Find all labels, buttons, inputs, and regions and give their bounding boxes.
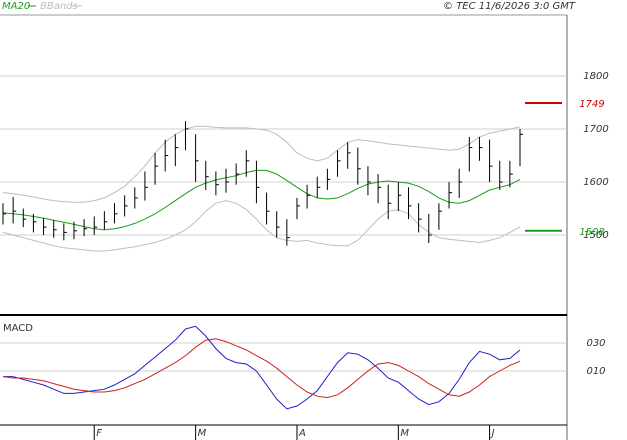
y-tick-label: 1600: [583, 177, 608, 188]
y-tick-label: 030: [586, 338, 605, 349]
macd-line: [2, 338, 521, 399]
bband-upper: [2, 125, 521, 203]
x-tick-label: M: [198, 428, 207, 439]
legend-bbands: BBands: [40, 1, 78, 12]
panel-title: MACD: [3, 323, 33, 334]
legend-ma: MA20: [2, 1, 30, 12]
x-tick-label: F: [96, 428, 102, 439]
y-tick-label: 1700: [583, 124, 608, 135]
x-tick-label: J: [490, 428, 495, 439]
level-label: 1749: [579, 99, 604, 110]
y-tick-label: 1800: [583, 71, 608, 82]
y-tick-label: 010: [586, 366, 605, 377]
y-tick-label: 1500: [583, 230, 608, 241]
x-tick-label: M: [400, 428, 409, 439]
source: © TEC 11/6/2026 3:0 GMT: [443, 1, 576, 12]
moving-average: [2, 169, 521, 231]
x-tick-label: A: [298, 428, 306, 439]
level-label: 1508: [579, 227, 604, 238]
bband-lower: [2, 200, 521, 252]
